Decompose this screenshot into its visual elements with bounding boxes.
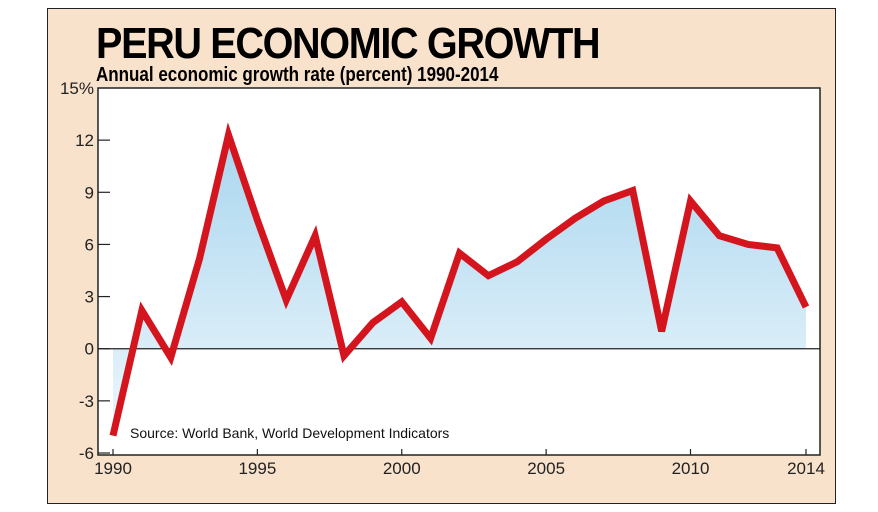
- y-tick-label: -6: [79, 444, 94, 463]
- y-tick-label: 3: [85, 288, 94, 307]
- y-tick-label: 15%: [60, 79, 94, 98]
- x-tick-label: 2010: [672, 459, 710, 478]
- y-tick-label: 9: [85, 183, 94, 202]
- source-note: Source: World Bank, World Development In…: [130, 425, 449, 441]
- x-tick-label: 1995: [238, 459, 276, 478]
- x-tick-label: 2000: [383, 459, 421, 478]
- x-tick-label: 2005: [527, 459, 565, 478]
- chart-title: PERU ECONOMIC GROWTH: [96, 19, 601, 68]
- y-tick-label: 0: [85, 340, 94, 359]
- area-fill: [113, 134, 806, 436]
- y-tick-label: 6: [85, 235, 94, 254]
- y-tick-label: 12: [75, 131, 94, 150]
- y-tick-label: -3: [79, 392, 94, 411]
- x-tick-label: 1990: [94, 459, 132, 478]
- x-tick-label: 2014: [787, 459, 825, 478]
- chart-subtitle: Annual economic growth rate (percent) 19…: [96, 64, 499, 86]
